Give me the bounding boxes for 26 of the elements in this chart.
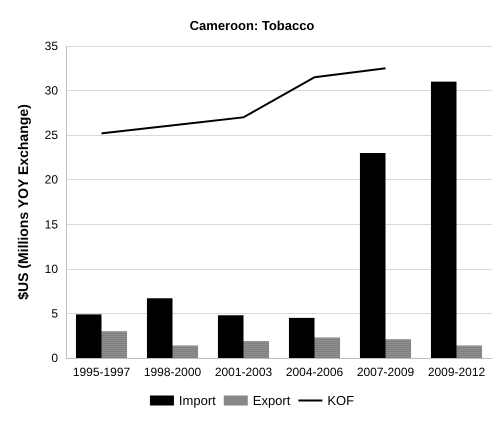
x-tick-label: 1998-2000 (144, 365, 202, 379)
bar (218, 315, 244, 358)
x-tick-label: 2007-2009 (356, 365, 415, 379)
x-tick-label: 2009-2012 (428, 365, 486, 379)
y-tick-label: 15 (44, 217, 58, 232)
y-tick-label: 5 (51, 306, 58, 320)
y-tick-label: 30 (44, 84, 58, 98)
chart-title: Cameroon: Tobacco (190, 18, 314, 33)
bar (288, 318, 314, 358)
y-tick-label: 0 (51, 351, 58, 365)
bar (76, 314, 102, 358)
legend-label: KOF (327, 393, 354, 408)
y-axis-title: $US (Millions YOY Exchange) (15, 104, 31, 300)
y-tick-label: 20 (44, 172, 58, 187)
legend-label: Import (178, 393, 216, 408)
y-tick-label: 10 (44, 262, 58, 276)
line-series (100, 67, 386, 134)
x-tick-label: 1995-1997 (72, 365, 131, 379)
bar (430, 82, 456, 358)
x-tick-label: 2001-2003 (214, 365, 273, 379)
y-tick-label: 35 (44, 39, 58, 53)
x-tick-label: 2004-2006 (286, 365, 344, 379)
legend-label: Export (252, 393, 291, 408)
bar (360, 152, 386, 358)
y-tick-label: 25 (44, 128, 58, 142)
bar (146, 298, 172, 358)
